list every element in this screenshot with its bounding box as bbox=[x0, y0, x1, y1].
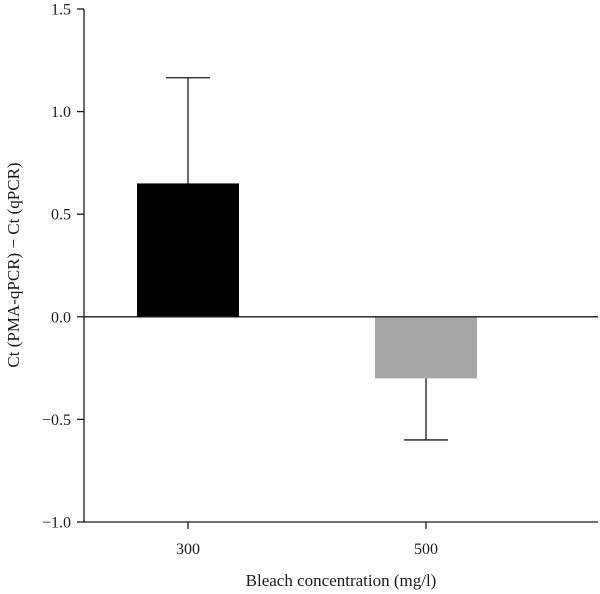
y-tick-label: 0.0 bbox=[51, 309, 71, 326]
x-tick-label: 500 bbox=[414, 541, 438, 558]
y-tick-label: −1.0 bbox=[42, 515, 71, 532]
x-tick-label: 300 bbox=[176, 541, 200, 558]
y-tick-label: −0.5 bbox=[42, 412, 71, 429]
y-tick-label: 1.5 bbox=[51, 2, 71, 19]
y-tick-label: 1.0 bbox=[51, 104, 71, 121]
bar-300 bbox=[137, 183, 239, 317]
labels: Bleach concentration (mg/l) Ct (PMA-qPCR… bbox=[4, 162, 436, 590]
x-axis-title: Bleach concentration (mg/l) bbox=[246, 571, 437, 590]
bars bbox=[84, 77, 598, 441]
y-tick-label: 0.5 bbox=[51, 207, 71, 224]
bar-500 bbox=[375, 316, 477, 379]
y-axis-title: Ct (PMA-qPCR) − Ct (qPCR) bbox=[4, 162, 23, 367]
axes: −1.0 −0.5 0.0 0.5 1.0 1.5 300 500 bbox=[42, 2, 598, 558]
